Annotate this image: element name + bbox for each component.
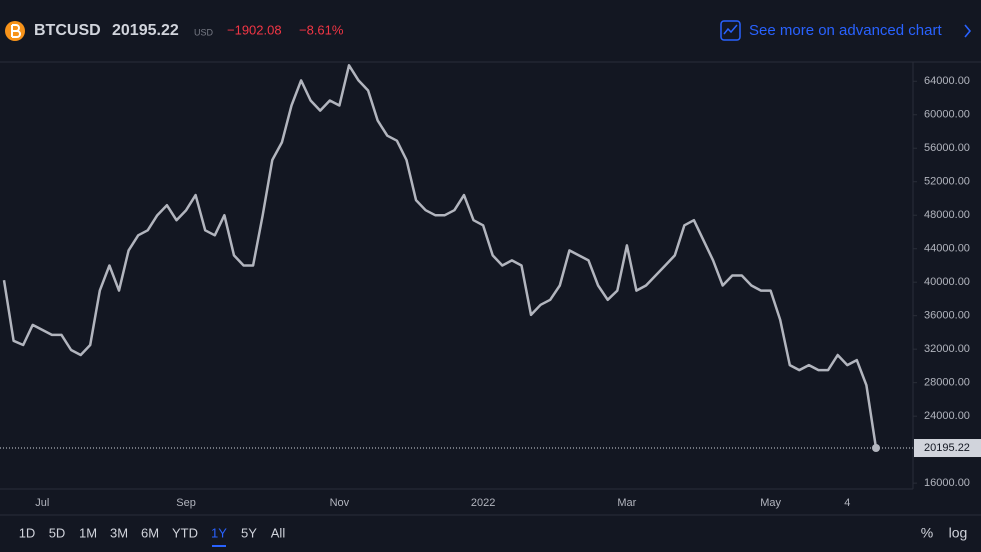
y-tick-label: 60000.00 [924, 109, 970, 121]
range-button[interactable]: 1D [19, 525, 36, 540]
last-price-tag [914, 439, 981, 458]
y-tick-label: 44000.00 [924, 243, 970, 255]
log-toggle[interactable]: log [949, 525, 968, 541]
x-tick-label: Sep [176, 497, 196, 509]
range-button[interactable]: All [271, 525, 286, 540]
x-tick-label: May [760, 497, 781, 509]
y-tick-label: 24000.00 [924, 410, 970, 422]
y-tick-label: 36000.00 [924, 310, 970, 322]
x-tick-label: Nov [330, 497, 350, 509]
currency: USD [194, 27, 214, 37]
y-tick-label: 28000.00 [924, 377, 970, 389]
advanced-chart-link[interactable]: See more on advanced chart [720, 20, 972, 41]
symbol: BTCUSD [34, 22, 101, 39]
change: −1902.08 [227, 22, 282, 37]
y-tick-label: 52000.00 [924, 176, 970, 188]
coin-glyph [11, 24, 21, 38]
range-button[interactable]: 5Y [241, 525, 257, 540]
change-percent: −8.61% [299, 22, 344, 37]
price: 20195.22 [112, 22, 179, 39]
price-line [2, 64, 878, 449]
range-button[interactable]: 3M [110, 525, 128, 540]
y-tick-label: 56000.00 [924, 142, 970, 154]
range-button[interactable]: 5D [49, 525, 66, 540]
y-tick-label: 16000.00 [924, 477, 970, 489]
x-tick-label: 2022 [471, 497, 495, 509]
range-button[interactable]: YTD [172, 525, 198, 540]
chart-icon [720, 20, 741, 41]
range-button[interactable]: 1M [79, 525, 97, 540]
y-tick-label: 64000.00 [924, 75, 970, 87]
range-button[interactable]: 6M [141, 525, 159, 540]
y-tick-label: 40000.00 [924, 276, 970, 288]
percent-toggle[interactable]: % [921, 525, 933, 541]
chevron [964, 24, 972, 38]
chart-icon-line [723, 24, 738, 35]
y-tick-label: 48000.00 [924, 209, 970, 221]
range-button[interactable]: 1Y [211, 525, 227, 540]
x-tick-label: 4 [844, 497, 850, 509]
y-tick-label: 32000.00 [924, 343, 970, 355]
last-price-label: 20195.22 [924, 442, 970, 454]
last-point [872, 444, 880, 453]
x-tick-label: Jul [35, 497, 49, 509]
x-tick-label: Mar [617, 497, 636, 509]
link-text[interactable]: See more on advanced chart [749, 22, 942, 39]
